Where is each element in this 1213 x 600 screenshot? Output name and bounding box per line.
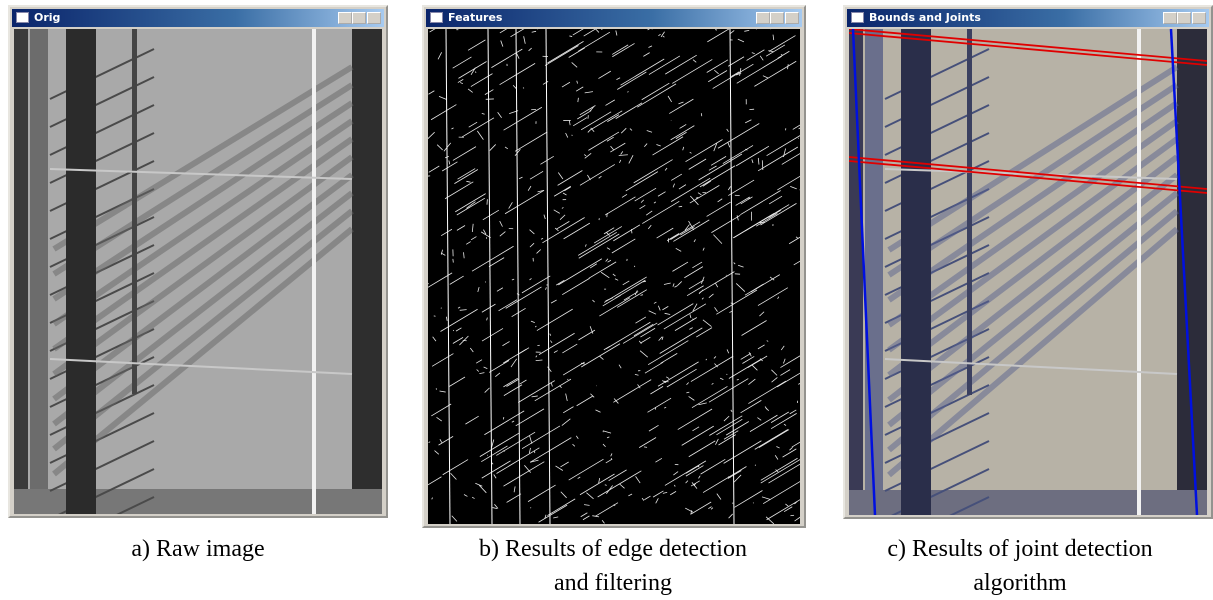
image-shape — [644, 447, 647, 448]
image-shape — [14, 29, 28, 514]
window: Orig — [8, 5, 388, 518]
image-shape — [634, 266, 635, 267]
caption-line: a) Raw image — [0, 532, 398, 566]
image-shape — [762, 160, 763, 170]
image-shape — [967, 29, 972, 395]
window-image — [849, 29, 1207, 515]
image-shape — [352, 29, 382, 514]
maximize-button[interactable] — [1177, 12, 1191, 24]
window: Features — [422, 5, 806, 528]
image-shape — [578, 98, 579, 102]
image-shape — [428, 29, 800, 524]
image-shape — [503, 417, 504, 419]
minimize-button[interactable] — [338, 12, 352, 24]
title-bar: Features — [426, 9, 802, 27]
window-icon — [16, 12, 29, 23]
figure: Orig a) Raw image Features b) Results of ed… — [0, 0, 1213, 599]
image-shape — [66, 29, 96, 514]
maximize-button[interactable] — [352, 12, 366, 24]
image-shape — [572, 135, 573, 136]
image-shape — [693, 319, 694, 320]
close-button[interactable] — [785, 12, 799, 24]
caption-line: and filtering — [413, 566, 813, 600]
title-bar: Bounds and Joints — [847, 9, 1209, 27]
image-shape — [679, 206, 682, 207]
caption-line: c) Results of joint detection — [820, 532, 1213, 566]
image-shape — [1137, 29, 1141, 515]
window-icon — [851, 12, 864, 23]
window-title: Orig — [34, 11, 60, 24]
minimize-button[interactable] — [756, 12, 770, 24]
caption-line: algorithm — [820, 566, 1213, 600]
caption-line: b) Results of edge detection — [413, 532, 813, 566]
image-shape — [30, 29, 48, 514]
window-image — [428, 29, 800, 524]
window: Bounds and Joints — [843, 5, 1213, 519]
window-image — [14, 29, 382, 514]
maximize-button[interactable] — [770, 12, 784, 24]
title-bar: Orig — [12, 9, 384, 27]
minimize-button[interactable] — [1163, 12, 1177, 24]
image-shape — [312, 29, 316, 514]
close-button[interactable] — [367, 12, 381, 24]
image-shape — [865, 29, 883, 515]
image-shape — [901, 29, 931, 515]
close-button[interactable] — [1192, 12, 1206, 24]
window-title: Bounds and Joints — [869, 11, 981, 24]
caption: a) Raw image — [0, 532, 398, 566]
window-title: Features — [448, 11, 502, 24]
window-icon — [430, 12, 443, 23]
image-shape — [441, 308, 442, 309]
image-shape — [132, 29, 137, 394]
